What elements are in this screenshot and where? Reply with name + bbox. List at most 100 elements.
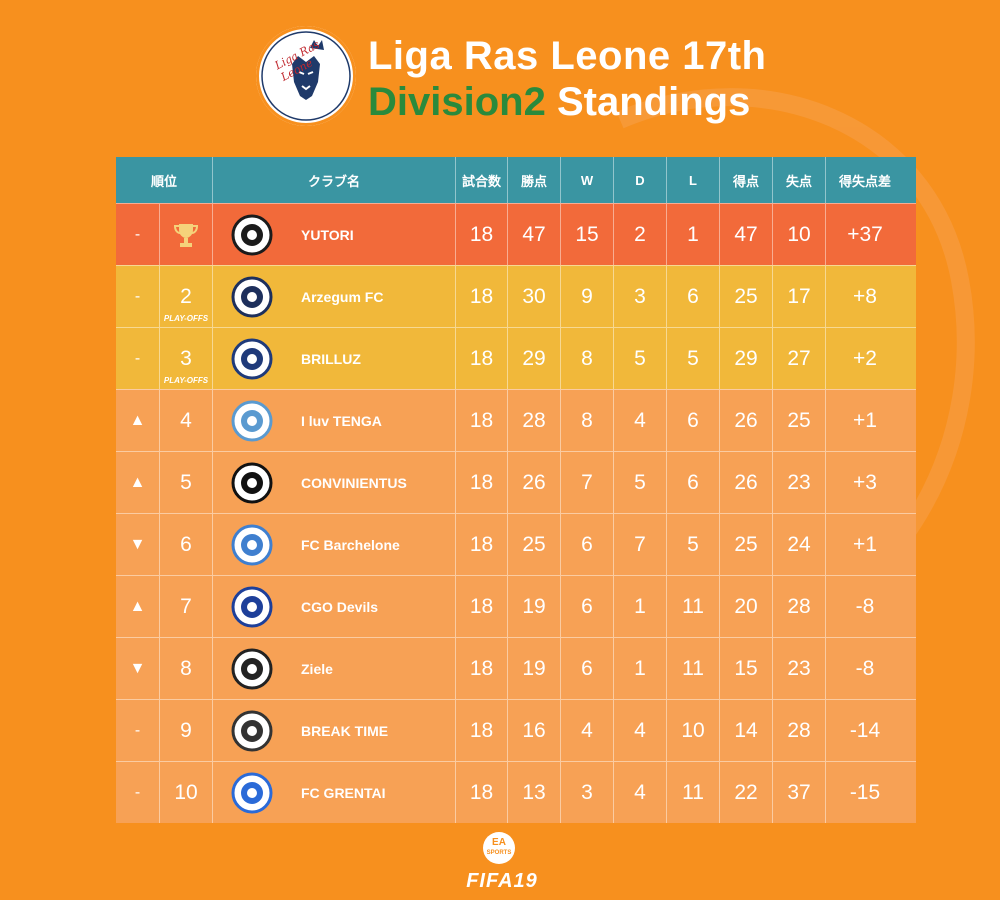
trend-indicator: - (116, 204, 160, 265)
rank-number: 10 (174, 780, 198, 804)
stat-d: 1 (614, 576, 667, 637)
stat-gd: +1 (853, 532, 877, 556)
stat-l: 11 (667, 762, 720, 823)
stat-w: 6 (561, 638, 614, 699)
sports-text: SPORTS (486, 850, 512, 856)
club-cell: FC GRENTAI (213, 762, 456, 823)
stat-gd: +1 (853, 408, 877, 432)
stat-l: 6 (667, 452, 720, 513)
club-name: I luv TENGA (301, 412, 382, 429)
trend-indicator: - (116, 266, 160, 327)
standings-table: 順位 クラブ名 試合数 勝点 W D L 得点 失点 得失点差 - YUTORI 1… (116, 157, 916, 823)
stat-gf: 25 (720, 266, 773, 327)
stat-d: 4 (614, 762, 667, 823)
stat-played: 18 (456, 700, 508, 761)
stat-gf: 26 (720, 452, 773, 513)
column-header-gf: 得点 (720, 157, 773, 203)
stat-points: 16 (508, 700, 561, 761)
club-name: CGO Devils (301, 598, 379, 615)
stat-w: 4 (561, 700, 614, 761)
club-cell: CGO Devils (213, 576, 456, 637)
club-name: CONVINIENTUS (301, 474, 407, 491)
stat-d: 2 (614, 204, 667, 265)
stat-ga: 24 (773, 514, 826, 575)
club-crest-icon (231, 710, 273, 751)
club-crest-icon (231, 276, 273, 317)
stat-gf: 47 (720, 204, 773, 265)
stat-gf: 14 (720, 700, 773, 761)
stat-points: 26 (508, 452, 561, 513)
stat-d: 4 (614, 700, 667, 761)
stat-points: 19 (508, 638, 561, 699)
game-logo: FIFA19 (466, 870, 538, 892)
trend-indicator: ▼ (116, 514, 160, 575)
stat-points: 29 (508, 328, 561, 389)
lion-icon (261, 31, 351, 121)
stat-l: 10 (667, 700, 720, 761)
page-header: Liga Ras Leone Liga Ras Leone 17th Divis… (0, 0, 1000, 150)
column-header-gd: 得失点差 (838, 173, 891, 189)
rank-cell: 4 (160, 390, 213, 451)
column-header-rank: 順位 (116, 157, 213, 203)
club-name: FC Barchelone (301, 536, 400, 553)
club-cell: Arzegum FC (213, 266, 456, 327)
stat-gf: 20 (720, 576, 773, 637)
stat-gd: -8 (855, 594, 875, 618)
club-crest-icon (231, 400, 273, 441)
playoffs-label: PLAY-OFFS (163, 314, 209, 323)
club-cell: BRILLUZ (213, 328, 456, 389)
stat-gd: -15 (849, 780, 881, 804)
stat-gd: +37 (847, 222, 883, 246)
table-row: -2 PLAY-OFFS Arzegum FC 18 30 9 3 6 25 17 +8 (116, 265, 916, 327)
stat-ga: 10 (773, 204, 826, 265)
club-crest-icon (231, 524, 273, 565)
stat-l: 5 (667, 328, 720, 389)
stat-played: 18 (456, 638, 508, 699)
table-row: -10 FC GRENTAI 18 13 3 4 11 22 37 -15 (116, 761, 916, 823)
rank-number: 7 (180, 594, 192, 618)
rank-cell: 8 (160, 638, 213, 699)
club-name: FC GRENTAI (301, 784, 386, 801)
stat-ga: 23 (773, 452, 826, 513)
club-name: Arzegum FC (301, 288, 384, 305)
table-row: -9 BREAK TIME 18 16 4 4 10 14 28 -14 (116, 699, 916, 761)
stat-d: 5 (614, 452, 667, 513)
club-cell: CONVINIENTUS (213, 452, 456, 513)
league-logo: Liga Ras Leone (256, 26, 356, 126)
stat-gd: +2 (853, 346, 877, 370)
column-header-l: L (667, 157, 720, 203)
stat-played: 18 (456, 576, 508, 637)
stat-points: 47 (508, 204, 561, 265)
stat-played: 18 (456, 762, 508, 823)
trend-indicator: - (116, 700, 160, 761)
ea-text: EA (492, 837, 506, 848)
trend-indicator: ▲ (116, 390, 160, 451)
stat-gf: 26 (720, 390, 773, 451)
stat-d: 7 (614, 514, 667, 575)
stat-ga: 23 (773, 638, 826, 699)
stat-d: 4 (614, 390, 667, 451)
playoffs-label: PLAY-OFFS (163, 376, 209, 385)
stat-l: 11 (667, 576, 720, 637)
club-cell: Ziele (213, 638, 456, 699)
stat-gf: 15 (720, 638, 773, 699)
table-row: ▲ 7 CGO Devils 18 19 6 1 11 20 28 -8 (116, 575, 916, 637)
club-crest-icon (231, 462, 273, 503)
trophy-icon (173, 223, 199, 247)
rank-number: 4 (180, 408, 192, 432)
stat-gf: 22 (720, 762, 773, 823)
stat-points: 19 (508, 576, 561, 637)
trend-indicator: - (116, 328, 160, 389)
stat-ga: 28 (773, 700, 826, 761)
page-title: Liga Ras Leone 17th (368, 34, 767, 78)
table-row: -3 PLAY-OFFS BRILLUZ 18 29 8 5 5 29 27 +2 (116, 327, 916, 389)
stat-d: 3 (614, 266, 667, 327)
stat-w: 15 (561, 204, 614, 265)
club-name: BREAK TIME (301, 722, 389, 739)
column-header-w: W (561, 157, 614, 203)
stat-played: 18 (456, 452, 508, 513)
stat-ga: 25 (773, 390, 826, 451)
stat-w: 8 (561, 390, 614, 451)
stat-ga: 28 (773, 576, 826, 637)
club-name: YUTORI (301, 226, 354, 243)
